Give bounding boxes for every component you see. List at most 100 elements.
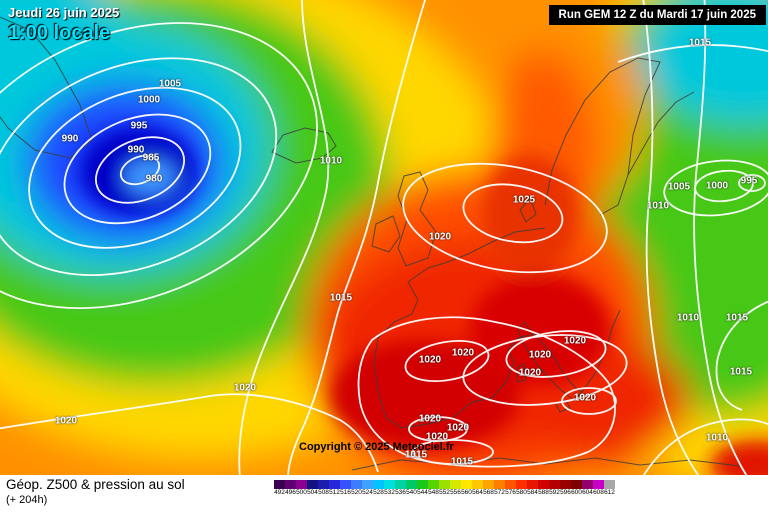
- legend-swatch: [549, 480, 560, 489]
- legend-column: 596: [560, 480, 571, 497]
- legend-value: 532: [384, 489, 395, 496]
- pressure-label: 1015: [404, 449, 428, 461]
- pressure-label: 1025: [512, 194, 536, 206]
- legend-swatch: [296, 480, 307, 489]
- legend-swatch: [450, 480, 461, 489]
- legend-swatch: [417, 480, 428, 489]
- pressure-label: 1005: [667, 181, 691, 193]
- pressure-label: 1010: [676, 312, 700, 324]
- legend-column: 608: [593, 480, 604, 497]
- legend-swatch: [351, 480, 362, 489]
- legend-value: 492: [274, 489, 285, 496]
- pressure-label: 990: [127, 144, 145, 156]
- legend-column: 532: [384, 480, 395, 497]
- model-run-label: Run GEM 12 Z du Mardi 17 juin 2025: [548, 5, 766, 25]
- legend-value: 552: [439, 489, 450, 496]
- legend-swatch: [340, 480, 351, 489]
- pressure-label: 1020: [573, 392, 597, 404]
- geopotential-field: [0, 0, 768, 475]
- legend-swatch: [538, 480, 549, 489]
- pressure-label: 1020: [233, 382, 257, 394]
- legend-swatch: [571, 480, 582, 489]
- pressure-label: 1020: [563, 335, 587, 347]
- legend-swatch: [527, 480, 538, 489]
- legend-swatch: [362, 480, 373, 489]
- legend-swatch: [593, 480, 604, 489]
- legend-column: 536: [395, 480, 406, 497]
- legend-value: 580: [516, 489, 527, 496]
- pressure-label: 1020: [418, 413, 442, 425]
- legend-column: 556: [450, 480, 461, 497]
- pressure-label: 1010: [319, 155, 343, 167]
- map-graphic: [0, 0, 768, 475]
- pressure-label: 1020: [518, 367, 542, 379]
- legend-value: 576: [505, 489, 516, 496]
- pressure-label: 1015: [725, 312, 749, 324]
- pressure-label: 1020: [418, 354, 442, 366]
- legend-swatch: [395, 480, 406, 489]
- legend-column: 568: [483, 480, 494, 497]
- pressure-label: 1000: [137, 94, 161, 106]
- legend-swatch: [406, 480, 417, 489]
- pressure-label: 1020: [425, 431, 449, 443]
- legend-swatch: [560, 480, 571, 489]
- legend-swatch: [582, 480, 593, 489]
- legend-column: 492: [274, 480, 285, 497]
- pressure-label: 1015: [729, 366, 753, 378]
- legend-column: 512: [329, 480, 340, 497]
- legend-column: 516: [340, 480, 351, 497]
- legend-swatch: [516, 480, 527, 489]
- pressure-label: 985: [142, 152, 160, 164]
- legend-value: 512: [329, 489, 340, 496]
- legend-swatch: [285, 480, 296, 489]
- legend-column: 548: [428, 480, 439, 497]
- legend-column: 612: [604, 480, 615, 497]
- legend-column: 528: [373, 480, 384, 497]
- legend-swatch: [329, 480, 340, 489]
- legend-value: 496: [285, 489, 296, 496]
- legend-column: 572: [494, 480, 505, 497]
- legend-swatch: [439, 480, 450, 489]
- legend-swatch: [274, 480, 285, 489]
- legend-value: 544: [417, 489, 428, 496]
- legend-value: 592: [549, 489, 560, 496]
- legend-value: 612: [604, 489, 615, 496]
- legend-column: 524: [362, 480, 373, 497]
- legend-swatch: [384, 480, 395, 489]
- pressure-label: 995: [740, 175, 758, 187]
- legend-swatch: [494, 480, 505, 489]
- legend-value: 524: [362, 489, 373, 496]
- legend-column: 600: [571, 480, 582, 497]
- legend-value: 560: [461, 489, 472, 496]
- coastlines: [0, 16, 741, 471]
- pressure-label: 980: [145, 173, 163, 185]
- legend-column: 552: [439, 480, 450, 497]
- legend-column: 576: [505, 480, 516, 497]
- legend-value: 536: [395, 489, 406, 496]
- forecast-map: 1005 1000 995 990 990 985 980 1010 1015 1020 1020 1…: [0, 0, 768, 475]
- legend-swatch: [428, 480, 439, 489]
- pressure-label: 1005: [158, 78, 182, 90]
- legend-column: 584: [527, 480, 538, 497]
- pressure-label: 1015: [688, 37, 712, 49]
- legend-value: 608: [593, 489, 604, 496]
- pressure-label: 1020: [446, 422, 470, 434]
- legend-value: 504: [307, 489, 318, 496]
- copyright-label: Copyright © 2025 Meteociel.fr: [299, 441, 454, 453]
- legend-value: 588: [538, 489, 549, 496]
- pressure-label: 1010: [646, 200, 670, 212]
- legend-value: 584: [527, 489, 538, 496]
- legend-value: 568: [483, 489, 494, 496]
- legend-swatch: [461, 480, 472, 489]
- pressure-label: 1010: [705, 432, 729, 444]
- isobars: [0, 0, 768, 475]
- pressure-label: 1015: [329, 292, 353, 304]
- legend-value: 600: [571, 489, 582, 496]
- legend-value: 548: [428, 489, 439, 496]
- legend-value: 596: [560, 489, 571, 496]
- legend-column: 500: [296, 480, 307, 497]
- legend-column: 540: [406, 480, 417, 497]
- pressure-label: 990: [61, 133, 79, 145]
- legend-swatch: [505, 480, 516, 489]
